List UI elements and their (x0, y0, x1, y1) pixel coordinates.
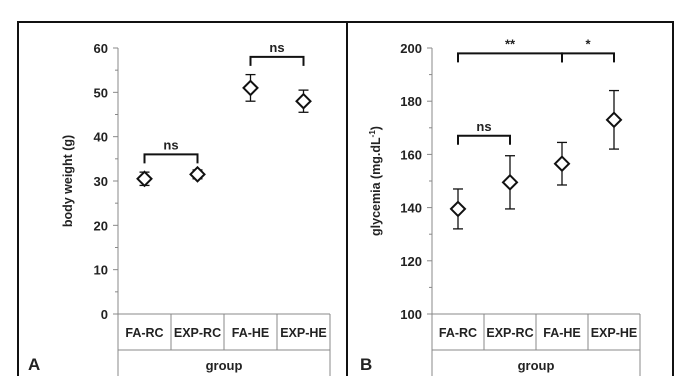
y-tick-label: 50 (94, 85, 108, 100)
significance-bracket (561, 52, 615, 63)
y-axis-label: glycemia (mg.dL-1) (368, 126, 383, 236)
significance-label: * (585, 36, 591, 51)
y-tick-label: 20 (94, 218, 108, 233)
y-tick-label: 0 (101, 307, 108, 322)
panel-letter: B (360, 355, 372, 374)
x-axis-label: group (206, 358, 243, 373)
panel-a: 0 10 20 30 40 50 60 FA-RC EXP-RC FA-HE EXP-HE group… (28, 40, 331, 376)
data-point-marker (449, 200, 467, 218)
data-point-marker (242, 79, 259, 97)
y-tick-label: 40 (94, 130, 108, 145)
x-category-label: EXP-RC (486, 326, 533, 340)
y-axis-label-main: glycemia (mg.dL (369, 137, 383, 236)
x-category-label: FA-HE (232, 326, 270, 340)
y-axis-label-superscript: -1 (368, 130, 377, 138)
y-tick-label: 60 (94, 41, 108, 56)
panel-letter: A (28, 355, 40, 374)
y-tick-label: 160 (400, 147, 422, 162)
y-tick-label: 140 (400, 201, 422, 216)
significance-label: ** (505, 36, 516, 51)
y-tick-label: 200 (400, 41, 422, 56)
significance-bracket (249, 55, 305, 66)
panel-b: 100 120 140 160 180 200 FA-RC EXP-RC FA-HE EXP-HE… (360, 36, 641, 376)
y-tick-label: 30 (94, 174, 108, 189)
y-tick-label: 120 (400, 254, 422, 269)
data-point-marker (605, 111, 623, 129)
x-category-label: EXP-HE (280, 326, 327, 340)
data-point-marker (189, 165, 206, 183)
y-tick-label: 180 (400, 94, 422, 109)
y-tick-label: 100 (400, 307, 422, 322)
data-point-marker (553, 155, 571, 173)
x-category-label: FA-RC (439, 326, 477, 340)
figure-frame (17, 21, 674, 376)
x-axis-label: group (518, 358, 555, 373)
y-tick-label: 10 (94, 263, 108, 278)
significance-bracket (143, 153, 199, 164)
significance-label: ns (163, 137, 178, 152)
significance-label: ns (476, 119, 491, 134)
data-point-marker (136, 170, 153, 188)
significance-bracket (457, 134, 511, 145)
x-category-label: FA-HE (543, 326, 581, 340)
data-point-marker (295, 92, 312, 110)
significance-label: ns (269, 40, 284, 55)
y-axis-label-close: ) (369, 126, 383, 130)
x-category-label: EXP-RC (174, 326, 221, 340)
data-point-marker (501, 173, 519, 191)
y-axis-label: body weight (g) (61, 135, 75, 227)
x-category-label: FA-RC (125, 326, 163, 340)
x-category-label: EXP-HE (591, 326, 638, 340)
